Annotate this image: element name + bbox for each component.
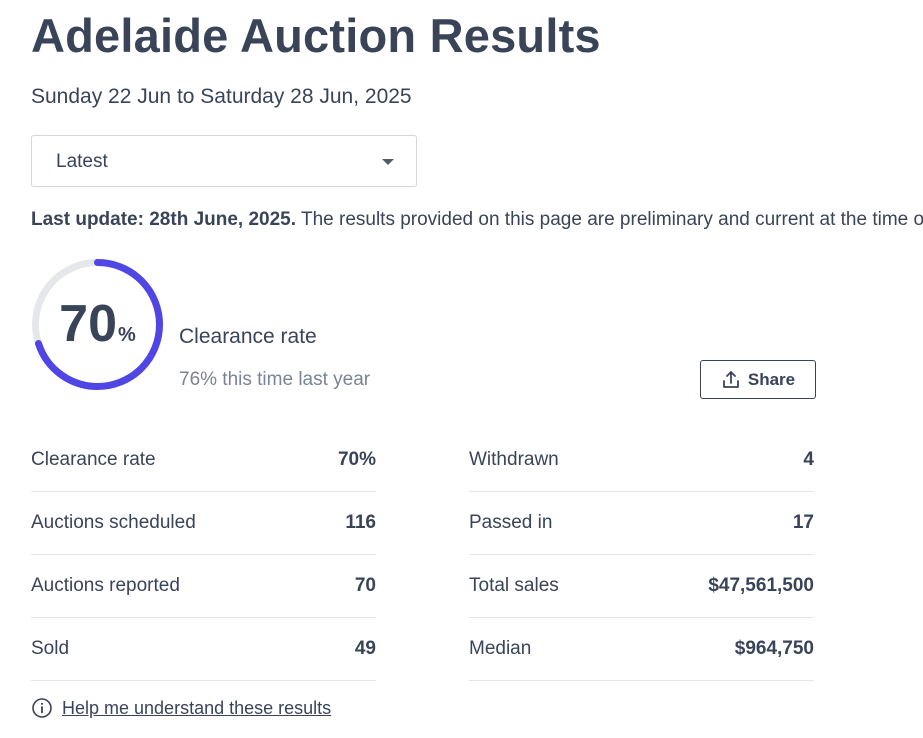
stat-value: 70% (337, 449, 376, 470)
period-select-value: Latest (56, 151, 108, 172)
stat-label: Median (469, 638, 532, 659)
last-year-comparison: 76% this time last year (179, 369, 371, 390)
stat-label: Total sales (469, 575, 559, 596)
stat-value: $47,561,500 (708, 575, 814, 596)
share-label: Share (747, 369, 796, 389)
stat-label: Clearance rate (31, 449, 156, 470)
stat-label: Auctions scheduled (31, 512, 196, 533)
clearance-rate-label: Clearance rate (179, 325, 317, 348)
date-range: Sunday 22 Jun to Saturday 28 Jun, 2025 (31, 85, 412, 108)
clearance-rate-number: 70 (59, 295, 118, 353)
update-notice: Last update: 28th June, 2025. The result… (31, 209, 923, 231)
share-button[interactable]: Share (700, 360, 816, 399)
page-title: Adelaide Auction Results (31, 9, 601, 62)
stat-value: 49 (354, 638, 376, 659)
gauge-fill (32, 259, 163, 390)
stat-label: Passed in (469, 512, 553, 533)
stat-row: Total sales $47,561,500 (469, 555, 814, 618)
stat-label: Sold (31, 638, 70, 659)
stat-row: Auctions reported 70 (31, 555, 376, 618)
clearance-rate-unit: % (118, 324, 136, 346)
info-icon (32, 698, 52, 718)
help-link[interactable]: Help me understand these results (31, 697, 331, 719)
stat-label: Auctions reported (31, 575, 180, 596)
stat-value: 17 (792, 512, 814, 533)
clearance-gauge-ring (32, 259, 163, 390)
stat-row: Passed in 17 (469, 492, 814, 555)
update-notice-text: The results provided on this page are pr… (300, 209, 923, 230)
chevron-down-icon (382, 159, 394, 165)
stat-value: $964,750 (734, 638, 814, 659)
stat-value: 70 (354, 575, 376, 596)
period-select[interactable]: Latest (31, 135, 417, 187)
stat-row: Sold 49 (31, 618, 376, 681)
stats-table-left: Clearance rate 70% Auctions scheduled 11… (31, 429, 376, 681)
stat-row: Median $964,750 (469, 618, 814, 681)
stat-value: 4 (803, 449, 814, 470)
share-icon (722, 370, 739, 388)
stat-label: Withdrawn (469, 449, 559, 470)
stat-row: Withdrawn 4 (469, 429, 814, 492)
gauge-value: 70% (31, 294, 164, 354)
last-update-date: Last update: 28th June, 2025. (31, 209, 297, 230)
help-link-label: Help me understand these results (62, 697, 332, 718)
stat-row: Clearance rate 70% (31, 429, 376, 492)
clearance-gauge: 70% (31, 258, 164, 391)
stat-value: 116 (345, 512, 376, 533)
stat-row: Auctions scheduled 116 (31, 492, 376, 555)
stats-table-right: Withdrawn 4 Passed in 17 Total sales $47… (469, 429, 814, 681)
